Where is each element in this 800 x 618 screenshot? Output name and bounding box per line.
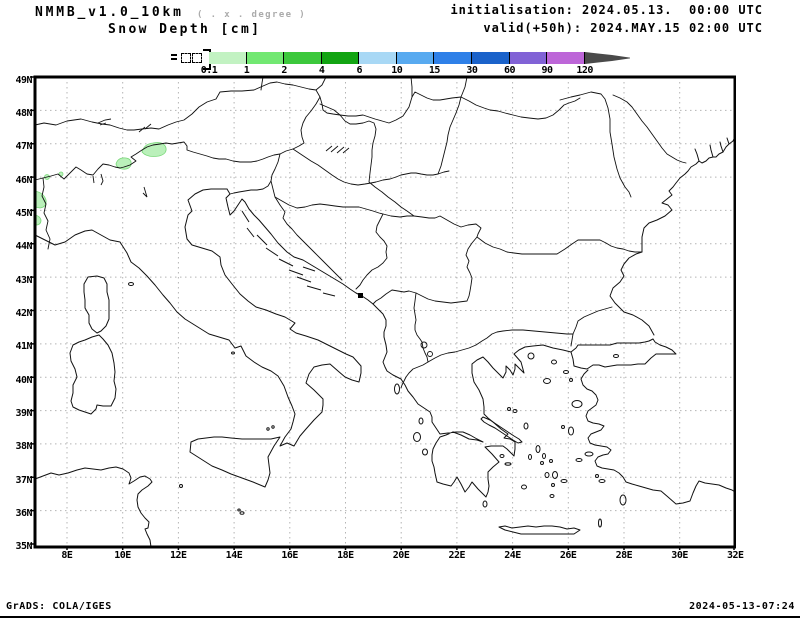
colorbar-segment — [396, 52, 435, 64]
variable-title: Snow Depth [cm] — [108, 22, 262, 37]
grads-credit: GrADS: COLA/IGES — [6, 601, 112, 612]
latitude-label: 42N — [15, 307, 32, 319]
model-title: NMMB_v1.0_10km — [35, 5, 184, 20]
colorbar-below-scale-dashes — [171, 54, 177, 60]
longitude-label: 16E — [281, 550, 298, 561]
colorbar-tick-label: 4 — [318, 65, 325, 76]
colorbar-tick-labels: 0.1 1 2 4 6 10 15 30 60 90 120 — [190, 65, 603, 76]
colorbar-segment — [547, 52, 585, 64]
colorbar-tick-label: 10 — [391, 65, 403, 76]
longitude-label: 18E — [337, 550, 354, 561]
colorbar-tick-label: 120 — [576, 65, 593, 76]
longitude-axis: 8E 10E 12E 14E 16E 18E 20E 22E 24E 26E 28E 30E 32E — [39, 550, 763, 561]
longitude-label: 30E — [671, 550, 688, 561]
latitude-label: 39N — [15, 408, 32, 419]
latitude-label: 38N — [15, 441, 32, 453]
kotor-bay-mark — [358, 293, 363, 298]
longitude-label: 26E — [559, 550, 577, 561]
axis-ticks — [30, 76, 735, 550]
latitude-axis: 49N 48N 47N 46N 45N 44N 43N 42N 41N 40N 39N 38N 37N 3… — [2, 63, 32, 563]
colorbar-tick-label: 90 — [541, 65, 554, 76]
initialisation-time: initialisation: 2024.05.13. 00:00 UTC — [450, 3, 763, 17]
longitude-label: 22E — [448, 550, 466, 561]
islands — [69, 210, 627, 535]
colorbar-tick-label: 15 — [428, 65, 441, 76]
window-edge — [0, 616, 800, 618]
latitude-label: 44N — [15, 241, 32, 253]
longitude-label: 10E — [114, 550, 131, 561]
colorbar-segment — [471, 52, 510, 64]
snow-depth-patches — [34, 142, 167, 226]
longitude-label: 12E — [169, 550, 187, 561]
map-frame — [33, 75, 736, 549]
colorbar — [209, 52, 585, 64]
coastlines — [34, 136, 736, 548]
longitude-label: 20E — [392, 550, 410, 561]
colorbar-tick-label: 30 — [466, 65, 478, 76]
colorbar-overflow-arrow — [585, 52, 630, 64]
latitude-label: 37N — [15, 474, 32, 486]
latitude-label: 35N — [15, 541, 32, 553]
latitude-label: 49N — [15, 74, 32, 86]
colorbar-below-scale-box — [192, 53, 202, 63]
colorbar-below-scale-box — [181, 53, 191, 63]
colorbar-tick-label: 2 — [281, 65, 287, 76]
country-borders — [34, 76, 687, 389]
longitude-label: 24E — [504, 550, 521, 561]
valid-time: valid(+50h): 2024.MAY.15 02:00 UTC — [483, 21, 763, 35]
colorbar-segment — [321, 52, 360, 64]
latitude-label: 45N — [15, 207, 32, 219]
colorbar-segment — [284, 52, 322, 64]
longitude-label: 32E — [727, 550, 744, 561]
colorbar-tick-label: 0.1 — [200, 65, 218, 76]
forecast-map — [30, 75, 736, 550]
colorbar-segment — [509, 52, 548, 64]
colorbar-segment — [209, 52, 247, 64]
latitude-label: 40N — [15, 374, 32, 386]
latitude-label: 46N — [15, 174, 32, 186]
longitude-label: 14E — [225, 550, 243, 561]
latitude-label: 43N — [15, 274, 32, 286]
graticule-gridlines — [35, 77, 735, 547]
latitude-label: 41N — [15, 341, 32, 353]
colorbar-tick-label: 1 — [243, 65, 250, 76]
model-resolution-note: ( . x . degree ) — [197, 10, 307, 20]
creation-timestamp: 2024-05-13-07:24 — [689, 601, 795, 612]
latitude-label: 36N — [15, 508, 32, 520]
longitude-label: 28E — [615, 550, 633, 561]
latitude-label: 48N — [15, 107, 32, 119]
colorbar-segment — [434, 52, 472, 64]
latitude-label: 47N — [15, 141, 32, 153]
colorbar-segment — [246, 52, 285, 64]
lakes — [92, 118, 350, 198]
longitude-label: 8E — [61, 550, 73, 561]
colorbar-tick-label: 60 — [503, 65, 516, 76]
colorbar-tick-label: 6 — [356, 65, 362, 76]
colorbar-segment — [359, 52, 397, 64]
